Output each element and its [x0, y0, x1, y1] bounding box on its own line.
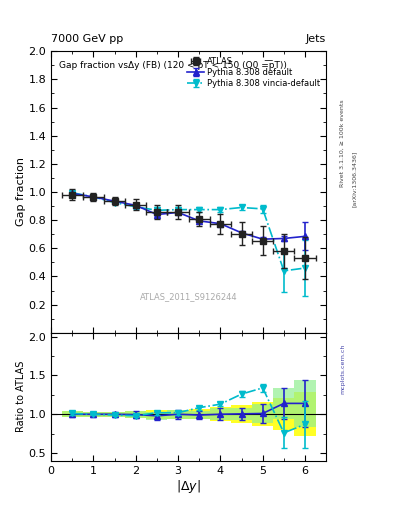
Bar [231, 408, 252, 420]
Y-axis label: Gap fraction: Gap fraction [16, 158, 26, 226]
Bar [62, 411, 83, 417]
Bar [167, 410, 189, 419]
Text: Rivet 3.1.10, ≥ 100k events: Rivet 3.1.10, ≥ 100k events [340, 99, 345, 187]
Legend: ATLAS, Pythia 8.308 default, Pythia 8.308 vincia-default: ATLAS, Pythia 8.308 default, Pythia 8.30… [184, 54, 324, 92]
Text: 7000 GeV pp: 7000 GeV pp [51, 33, 123, 44]
Bar [273, 388, 294, 419]
Bar [294, 380, 316, 426]
Bar [125, 411, 146, 418]
Bar [104, 412, 125, 417]
Text: Jets: Jets [306, 33, 326, 44]
Bar [294, 392, 316, 436]
X-axis label: $|\Delta y|$: $|\Delta y|$ [176, 478, 201, 496]
Bar [146, 410, 167, 419]
Bar [189, 411, 210, 419]
Bar [62, 411, 83, 417]
Text: mcplots.cern.ch: mcplots.cern.ch [340, 344, 345, 394]
Bar [83, 412, 104, 417]
Bar [167, 410, 189, 418]
Bar [252, 402, 273, 426]
Text: [arXiv:1306.3436]: [arXiv:1306.3436] [352, 151, 357, 207]
Bar [83, 412, 104, 417]
Text: ATLAS_2011_S9126244: ATLAS_2011_S9126244 [140, 292, 237, 301]
Bar [104, 412, 125, 417]
Bar [210, 408, 231, 420]
Y-axis label: Ratio to ATLAS: Ratio to ATLAS [16, 361, 26, 433]
Bar [252, 404, 273, 423]
Bar [146, 412, 167, 420]
Bar [189, 410, 210, 419]
Bar [231, 406, 252, 423]
Bar [273, 398, 294, 430]
Text: Gap fraction vsΔy (FB) (120 < pT < 150 (Q0 =͞pT)): Gap fraction vsΔy (FB) (120 < pT < 150 (… [59, 60, 287, 70]
Bar [210, 407, 231, 421]
Bar [125, 411, 146, 418]
